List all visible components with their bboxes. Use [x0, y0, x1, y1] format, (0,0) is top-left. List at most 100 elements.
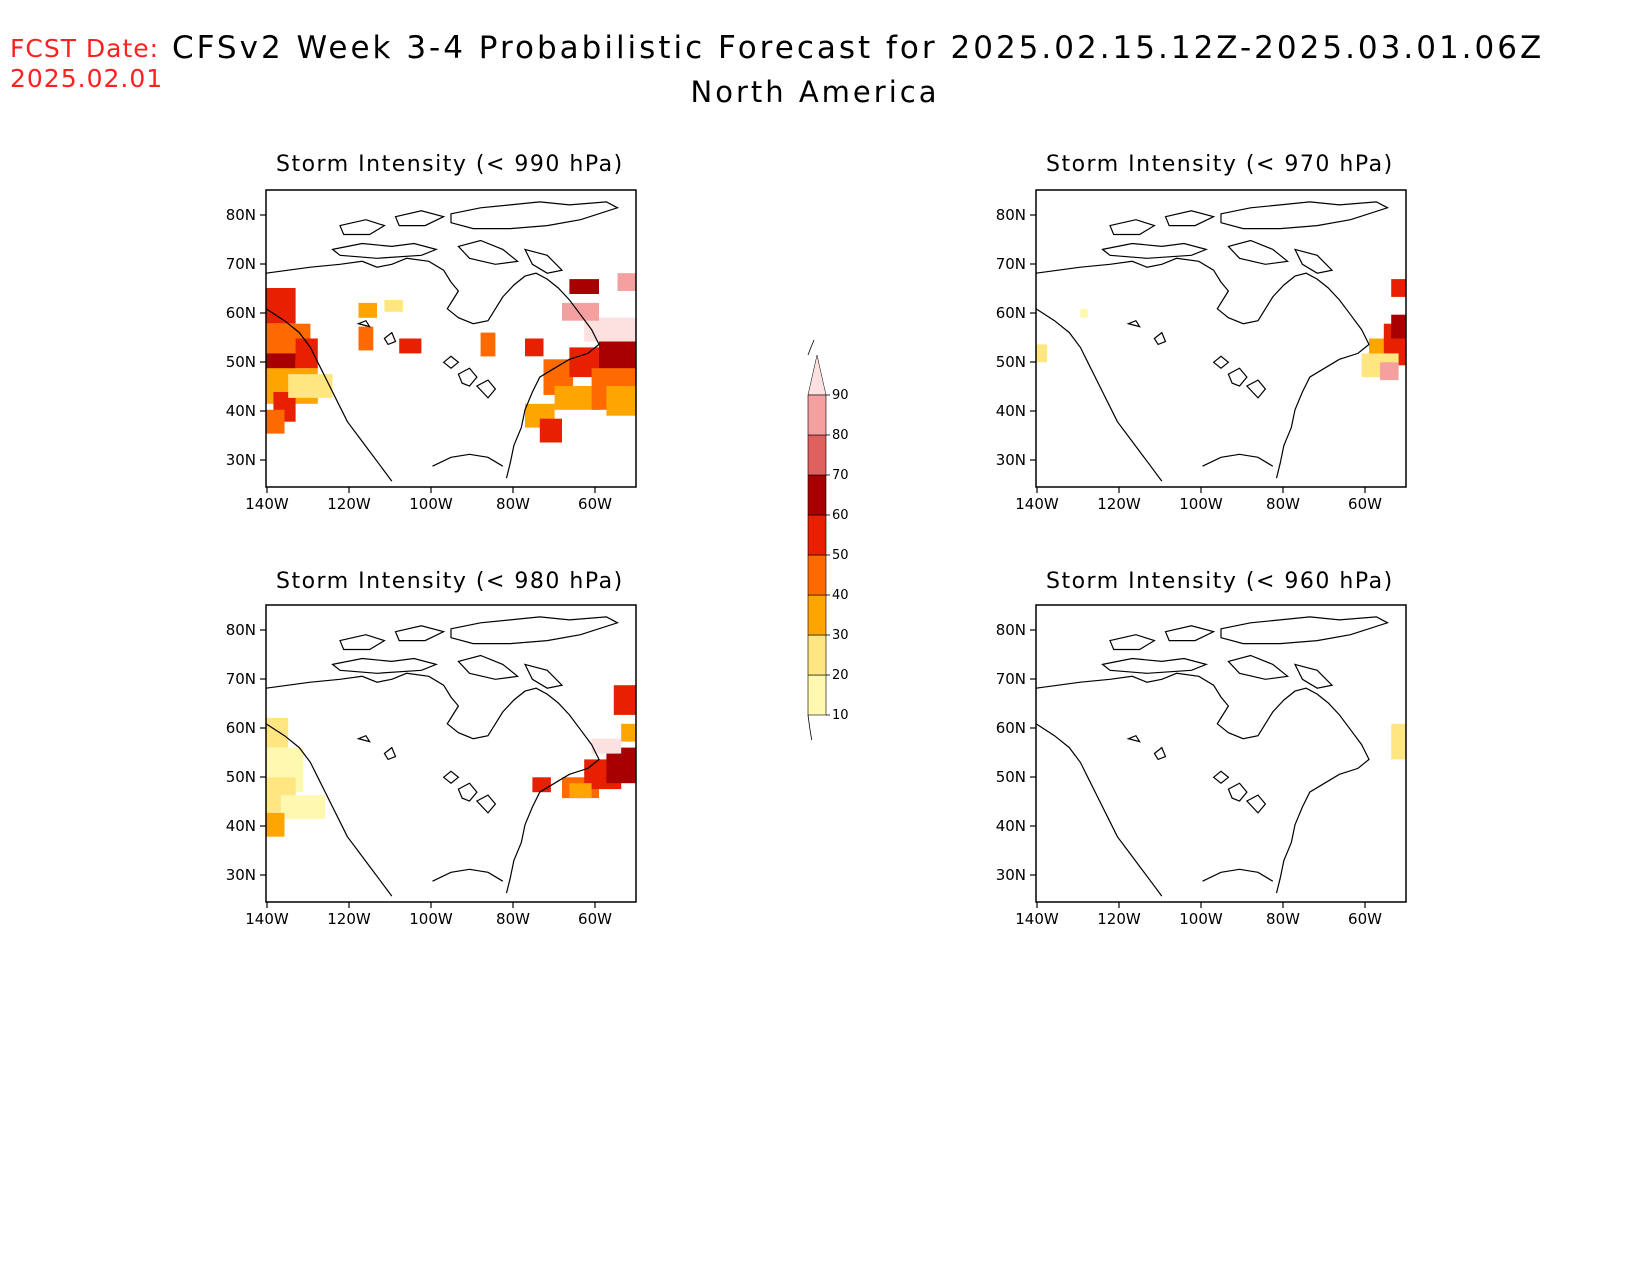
probability-cell — [384, 299, 403, 312]
map-panel-980: 80N 70N 60N 50N 40N 30N 140W 120W 100W 80W 60W — [226, 604, 637, 928]
colorbar-label: 90 — [832, 388, 849, 403]
land-outline — [1126, 734, 1141, 743]
land-outline — [1227, 782, 1248, 802]
lon-tick-label: 60W — [1348, 910, 1382, 928]
land-outline — [331, 657, 439, 674]
probability-cell — [1036, 344, 1048, 363]
lon-tick-label: 120W — [327, 910, 371, 928]
colorbar-label: 80 — [832, 428, 849, 443]
colorbar-top-arrow — [807, 354, 827, 396]
lat-tick-label: 50N — [226, 353, 256, 371]
colorbar-label: 70 — [832, 468, 849, 483]
lat-tick-label: 70N — [996, 670, 1026, 688]
map-frame — [265, 604, 637, 903]
probability-cell — [569, 783, 592, 799]
colorbar-label: 50 — [832, 548, 849, 563]
probability-cell — [599, 338, 636, 375]
lat-tick-label: 60N — [226, 719, 256, 737]
lon-tick-label: 60W — [578, 495, 612, 513]
land-outline — [1293, 663, 1334, 689]
probability-cell — [584, 317, 636, 342]
coastline — [432, 453, 504, 467]
land-outline — [1126, 319, 1141, 328]
lat-tick-label: 40N — [996, 402, 1026, 420]
colorbar-segment — [807, 554, 827, 596]
land-outline — [1227, 367, 1248, 387]
probability-cell — [266, 812, 285, 837]
land-outline — [383, 746, 397, 761]
coastline — [1035, 672, 1370, 894]
land-outline — [1153, 331, 1167, 346]
land-outline — [1153, 746, 1167, 761]
coastline — [1202, 453, 1274, 467]
lat-tick-label: 80N — [226, 621, 256, 639]
map-panel-990: 80N 70N 60N 50N 40N 30N 140W 120W 100W 80W 60W — [226, 189, 637, 513]
coastlines — [265, 616, 620, 897]
lon-tick-label: 100W — [409, 910, 453, 928]
lon-tick-label: 80W — [496, 495, 530, 513]
land-outline — [1164, 210, 1216, 227]
probability-cell — [399, 338, 422, 354]
colorbar-segment — [807, 434, 827, 476]
lat-tick-label: 70N — [226, 255, 256, 273]
coastlines — [265, 201, 620, 482]
region-label: North America — [690, 75, 940, 109]
panel-title-960: Storm Intensity (< 960 hPa) — [1046, 569, 1394, 594]
land-outline — [457, 654, 520, 680]
land-outline — [450, 201, 620, 230]
coastline — [1035, 257, 1370, 479]
lat-tick-label: 60N — [996, 719, 1026, 737]
probability-cell — [358, 326, 374, 351]
land-outline — [442, 770, 460, 784]
colorbar-segment — [807, 474, 827, 516]
forecast-date-block: FCST Date: 2025.02.01 — [10, 34, 163, 94]
lat-tick-label: 40N — [996, 817, 1026, 835]
land-outline — [383, 331, 397, 346]
coastline — [1035, 308, 1163, 482]
probability-cell — [606, 386, 636, 416]
coastline — [1202, 868, 1274, 882]
coastlines — [1035, 201, 1390, 482]
lat-tick-label: 60N — [226, 304, 256, 322]
land-outline — [1245, 794, 1267, 814]
probability-cell — [358, 302, 377, 318]
coastline — [432, 868, 504, 882]
panel-title-990: Storm Intensity (< 990 hPa) — [276, 152, 624, 177]
lat-tick-label: 30N — [996, 451, 1026, 469]
land-outline — [1109, 634, 1156, 651]
lon-tick-label: 60W — [1348, 495, 1382, 513]
map-frame — [1035, 189, 1407, 488]
panel-title-970: Storm Intensity (< 970 hPa) — [1046, 152, 1394, 177]
probability-shading — [266, 685, 636, 837]
lon-tick-label: 80W — [1266, 495, 1300, 513]
land-outline — [457, 239, 520, 265]
colorbar-label: 20 — [832, 668, 849, 683]
colorbar-segment — [807, 394, 827, 436]
land-outline — [339, 634, 386, 651]
colorbar: 10 20 30 40 50 60 70 80 90 — [807, 339, 849, 740]
lat-tick-label: 70N — [226, 670, 256, 688]
lon-tick-label: 100W — [1179, 910, 1223, 928]
probability-shading — [1391, 723, 1406, 760]
probability-cell — [295, 338, 318, 369]
land-outline — [331, 242, 439, 259]
probability-cell — [613, 685, 636, 715]
lon-tick-label: 140W — [1015, 495, 1059, 513]
lon-tick-label: 140W — [1015, 910, 1059, 928]
probability-cell — [532, 777, 551, 793]
probability-cell — [621, 723, 636, 742]
probability-shading — [266, 273, 636, 443]
probability-cell — [554, 386, 599, 410]
land-outline — [356, 319, 371, 328]
lon-tick-label: 120W — [327, 495, 371, 513]
coastline — [265, 723, 393, 897]
lat-tick-label: 60N — [996, 304, 1026, 322]
land-outline — [1101, 242, 1209, 259]
lat-tick-label: 30N — [226, 866, 256, 884]
panel-title-980: Storm Intensity (< 980 hPa) — [276, 569, 624, 594]
colorbar-label: 40 — [832, 588, 849, 603]
land-outline — [356, 734, 371, 743]
land-outline — [1164, 625, 1216, 642]
lon-tick-label: 80W — [496, 910, 530, 928]
lat-tick-label: 30N — [226, 451, 256, 469]
